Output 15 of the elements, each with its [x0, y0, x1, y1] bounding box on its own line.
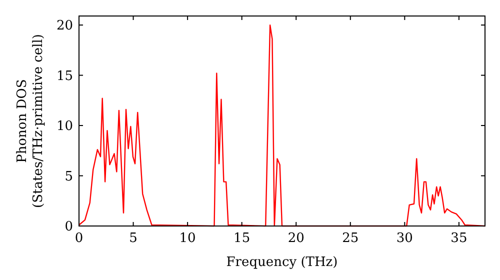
x-axis-title: Frequency (THz) — [226, 255, 338, 270]
x-tick-label: 10 — [179, 231, 196, 246]
y-tick-label: 15 — [56, 68, 73, 84]
y-axis-title: Phonon DOS (States/THz·primitive cell) — [15, 34, 46, 208]
x-tick-label: 30 — [396, 231, 413, 246]
y-tick-label: 20 — [56, 18, 73, 34]
y-tick-label: 5 — [64, 169, 73, 184]
y-tick-label: 0 — [64, 220, 73, 234]
x-tick-label: 0 — [74, 231, 84, 246]
x-tick-label: 35 — [450, 231, 468, 246]
x-tick-label: 5 — [129, 231, 138, 246]
x-tick-label: 25 — [342, 231, 359, 246]
x-tick-label: 20 — [288, 231, 304, 246]
y-tick-label: 10 — [56, 119, 73, 134]
x-tick-label: 15 — [234, 231, 250, 246]
